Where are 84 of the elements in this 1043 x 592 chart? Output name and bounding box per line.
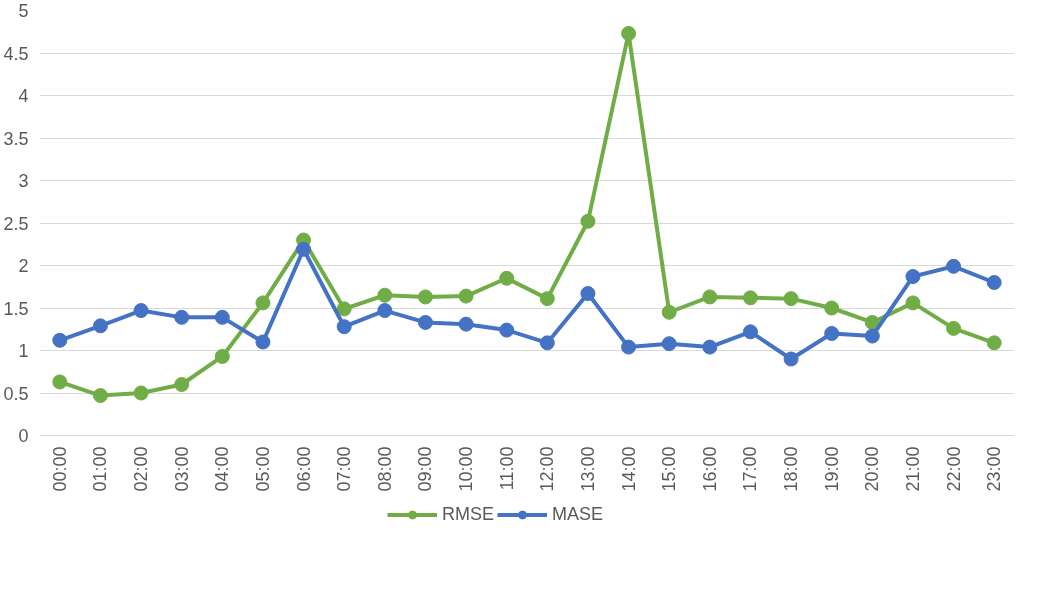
point (214, 309, 230, 325)
point (458, 316, 474, 332)
point (255, 295, 271, 311)
x-tick-label: 19:00 (821, 446, 842, 492)
point (702, 289, 718, 305)
y-tick-label: 3.5 (3, 128, 29, 149)
y-tick-label: 4 (18, 86, 29, 106)
point (864, 328, 880, 344)
x-tick-label: 16:00 (699, 446, 720, 492)
x-tick-label: 01:00 (90, 446, 111, 492)
point (580, 286, 596, 302)
x-tick-label: 00:00 (49, 446, 70, 492)
y-tick-label: 1.5 (3, 298, 29, 319)
x-tick-label: 02:00 (131, 446, 152, 492)
point (214, 348, 230, 364)
point (336, 319, 352, 335)
point (824, 326, 840, 341)
point (580, 213, 596, 229)
point (417, 314, 433, 330)
x-tick-label: 09:00 (415, 446, 436, 492)
point (458, 288, 474, 304)
x-tick-label: 03:00 (171, 446, 192, 492)
x-tick-label: 07:00 (334, 446, 355, 492)
point (539, 291, 555, 307)
point (52, 374, 68, 390)
x-tick-label: 08:00 (374, 446, 395, 492)
x-tick-label: 22:00 (943, 446, 964, 492)
point (661, 336, 677, 352)
point (499, 270, 515, 286)
y-tick-label: 0 (18, 426, 29, 446)
point (92, 388, 108, 404)
point (946, 320, 962, 336)
y-tick-label: 2.5 (3, 213, 29, 234)
point (377, 303, 393, 319)
point (174, 309, 190, 325)
point (133, 303, 149, 319)
point (377, 287, 393, 303)
x-tick-label: 05:00 (252, 446, 273, 492)
x-tick-label: 17:00 (740, 446, 761, 492)
point (296, 241, 312, 257)
x-tick-label: 04:00 (212, 446, 233, 492)
x-tick-label: 12:00 (537, 446, 558, 492)
x-tick-label: 13:00 (577, 446, 598, 492)
point (621, 25, 637, 41)
legend-label: RMSE (441, 503, 494, 525)
x-tick-label: 11:00 (496, 446, 517, 491)
point (986, 335, 1002, 351)
point (52, 332, 68, 348)
point (905, 269, 921, 285)
point (255, 334, 271, 350)
point (702, 339, 718, 355)
point (742, 324, 758, 340)
point (174, 377, 190, 392)
x-tick-label: 18:00 (781, 446, 802, 492)
point (621, 339, 637, 355)
point (133, 385, 149, 401)
point (824, 300, 840, 316)
point (661, 304, 677, 320)
point (783, 291, 799, 307)
y-tick-label: 0.5 (3, 383, 29, 404)
x-tick-label: 20:00 (862, 446, 883, 492)
x-tick-label: 10:00 (456, 446, 477, 492)
point (499, 322, 515, 338)
y-tick-label: 2 (18, 256, 29, 276)
point (336, 301, 352, 317)
point (864, 314, 880, 330)
x-tick-label: 06:00 (293, 446, 314, 492)
point (92, 318, 108, 334)
x-tick-label: 14:00 (618, 446, 639, 492)
x-tick-label: 23:00 (984, 446, 1005, 492)
y-tick-label: 5 (18, 1, 29, 21)
point (539, 335, 555, 351)
x-tick-label: 21:00 (902, 446, 923, 492)
y-tick-label: 1 (18, 341, 29, 361)
point (986, 275, 1002, 290)
point (783, 351, 799, 367)
point (946, 258, 962, 274)
point (742, 290, 758, 306)
point (905, 295, 921, 311)
y-tick-label: 3 (18, 171, 29, 191)
point (417, 289, 433, 305)
x-tick-label: 15:00 (659, 446, 680, 492)
legend-label: MASE (552, 503, 604, 525)
y-tick-label: 4.5 (3, 43, 29, 64)
